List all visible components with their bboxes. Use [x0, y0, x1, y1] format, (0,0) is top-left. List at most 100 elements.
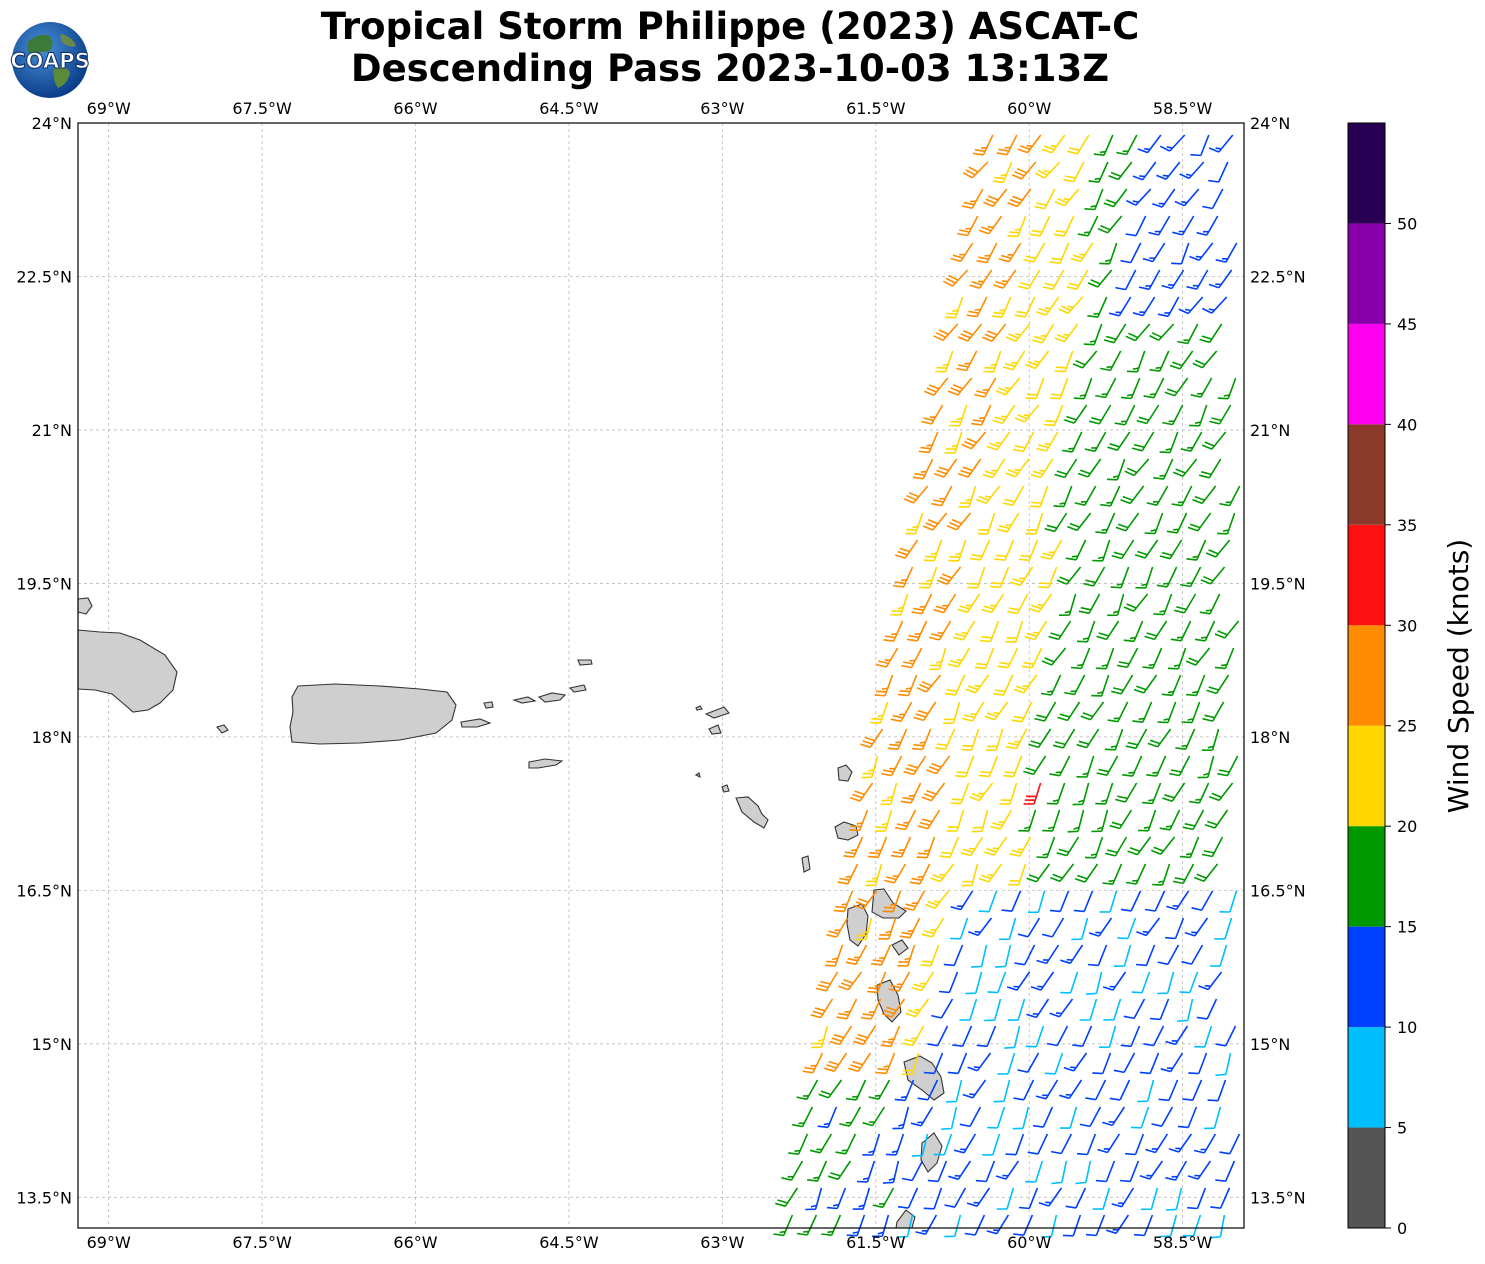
- lat-tick-label: 16.5°N: [16, 881, 72, 900]
- wind-barb: [1109, 809, 1133, 830]
- wind-barb: [1049, 377, 1069, 400]
- wind-barb: [1046, 1025, 1069, 1047]
- wind-barb: [1056, 836, 1080, 857]
- wind-barb: [835, 1133, 857, 1155]
- wind-barb: [1165, 1160, 1188, 1181]
- wind-barb: [1139, 1160, 1164, 1180]
- wind-barb: [1120, 890, 1142, 912]
- wind-barb: [999, 782, 1018, 805]
- wind-barb: [1138, 269, 1161, 291]
- wind-barb: [1010, 566, 1034, 587]
- wind-barb: [1185, 647, 1211, 666]
- wind-barb: [1120, 485, 1145, 505]
- wind-barb: [1017, 1052, 1040, 1073]
- lon-tick-label: 69°W: [87, 99, 131, 118]
- wind-barb: [1219, 1133, 1241, 1155]
- wind-barb: [1167, 647, 1187, 670]
- wind-barb: [1034, 701, 1057, 722]
- wind-barb: [1007, 188, 1032, 208]
- land-tortola: [568, 684, 587, 693]
- wind-barb: [901, 647, 923, 669]
- wind-barb: [1032, 1106, 1054, 1128]
- wind-barb: [1208, 269, 1233, 289]
- wind-barb: [931, 998, 954, 1019]
- wind-barb: [846, 1214, 866, 1237]
- wind-barb: [933, 458, 958, 478]
- wind-barb: [1113, 1052, 1136, 1074]
- wind-barb: [997, 512, 1020, 533]
- colorbar: [1347, 122, 1386, 1229]
- wind-barb: [1126, 350, 1146, 373]
- wind-barb: [943, 701, 961, 725]
- land-antigua: [834, 821, 859, 841]
- wind-barb: [1076, 1133, 1097, 1156]
- wind-barb: [1084, 836, 1104, 859]
- wind-barb: [1002, 350, 1026, 371]
- wind-barb: [1156, 161, 1181, 181]
- land-statia: [721, 784, 730, 793]
- wind-barb: [1077, 458, 1102, 478]
- wind-barb: [1018, 1187, 1039, 1210]
- wind-barb: [1025, 512, 1044, 535]
- wind-barb: [1190, 134, 1210, 157]
- wind-barb: [894, 809, 917, 831]
- wind-barb: [870, 701, 889, 724]
- land-guadeloupe-e: [871, 888, 907, 919]
- wind-barb: [1180, 566, 1202, 588]
- wind-barb: [1050, 863, 1075, 883]
- left-latitude-ticks: 24°N 22.5°N 21°N 19.5°N 18°N 16.5°N 15°N 13.5°N: [16, 114, 72, 1207]
- wind-barb: [1169, 350, 1194, 370]
- wind-barb: [1125, 323, 1151, 342]
- wind-barb: [1036, 431, 1059, 452]
- wind-barb: [1143, 1025, 1165, 1047]
- land-vieques: [460, 718, 492, 728]
- wind-barb: [809, 1133, 833, 1154]
- wind-barb: [1179, 971, 1199, 994]
- wind-barb: [960, 836, 984, 857]
- wind-barb: [1096, 755, 1119, 776]
- wind-barb: [976, 1025, 997, 1048]
- wind-barb: [949, 404, 968, 427]
- wind-barb: [1137, 1079, 1155, 1103]
- lat-tick-label: 24°N: [1250, 114, 1290, 133]
- wind-barb: [901, 1052, 920, 1075]
- wind-barb: [1054, 323, 1079, 343]
- wind-barb: [1060, 944, 1084, 965]
- wind-barb: [894, 1079, 915, 1102]
- wind-barb: [978, 863, 1003, 883]
- wind-barb: [1072, 1025, 1093, 1047]
- wind-barb: [955, 755, 975, 778]
- wind-barb: [962, 1079, 987, 1099]
- wind-barb: [1097, 215, 1123, 234]
- wind-barb: [944, 431, 963, 454]
- wind-barb: [1152, 188, 1176, 208]
- wind-barb: [1208, 161, 1229, 183]
- wind-barb: [993, 1079, 1011, 1103]
- wind-barb: [1079, 998, 1098, 1021]
- wind-barb: [1103, 998, 1122, 1021]
- wind-barb: [967, 566, 986, 589]
- wind-barb: [885, 1133, 905, 1156]
- wind-barb: [1183, 1214, 1202, 1237]
- wind-barb: [952, 1025, 973, 1047]
- wind-barb: [983, 188, 1008, 207]
- wind-barb: [982, 1133, 1001, 1156]
- wind-barb: [1209, 404, 1232, 425]
- wind-barb: [1046, 782, 1066, 805]
- wind-barb: [1026, 998, 1050, 1019]
- wind-barb: [821, 1214, 842, 1236]
- wind-barb: [897, 1214, 914, 1238]
- wind-barb: [987, 971, 1007, 994]
- wind-barb: [861, 755, 879, 779]
- wind-barb: [911, 593, 933, 615]
- wind-barb: [1150, 836, 1176, 856]
- wind-barb: [984, 998, 1002, 1022]
- wind-barb: [1172, 215, 1195, 236]
- lon-tick-label: 58.5°W: [1153, 1233, 1213, 1252]
- wind-barb: [1072, 782, 1090, 806]
- colorbar-tick-label: 5: [1397, 1119, 1407, 1138]
- wind-barb: [903, 755, 927, 776]
- wind-barb: [1147, 728, 1172, 748]
- wind-barb: [1162, 404, 1184, 426]
